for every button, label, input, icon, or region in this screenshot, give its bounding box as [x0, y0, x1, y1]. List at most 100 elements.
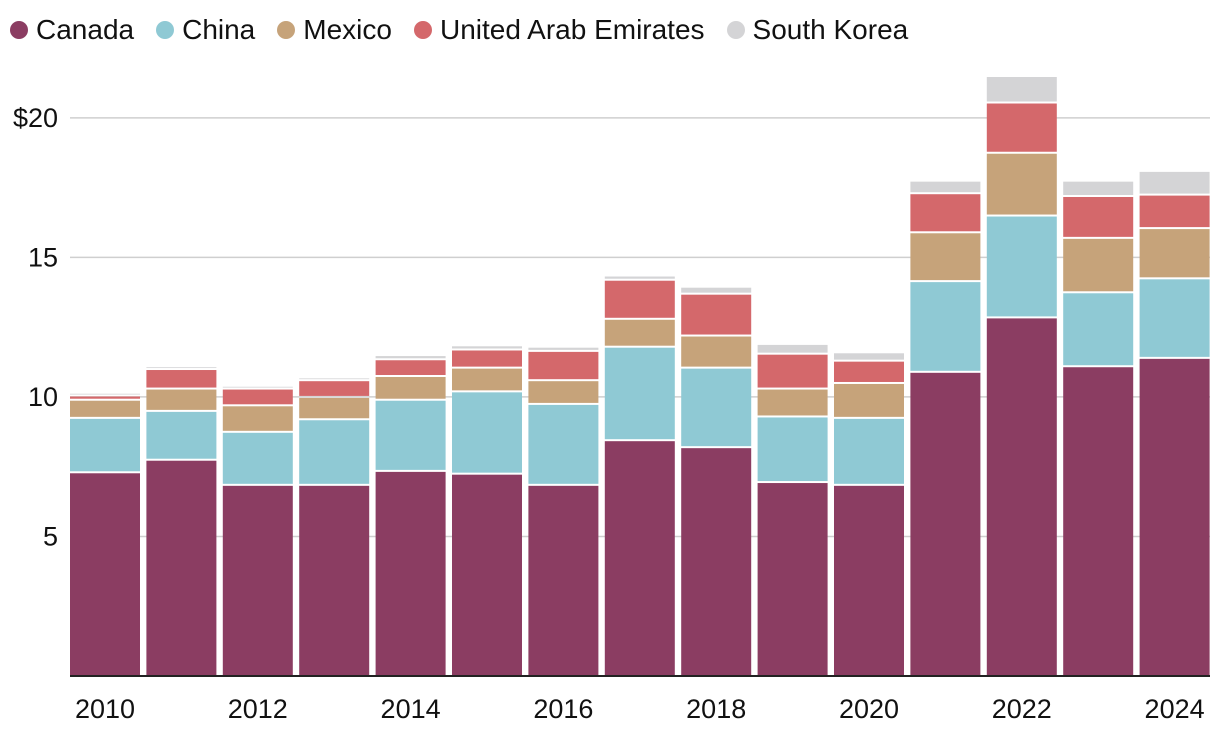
bar-2019-china	[757, 417, 828, 482]
bar-2017-united-arab-emirates	[604, 280, 675, 318]
bar-2022-canada	[986, 318, 1057, 675]
bar-2020-mexico	[834, 383, 904, 417]
bar-2014-canada	[375, 471, 446, 675]
bar-2011-united-arab-emirates	[146, 370, 217, 388]
bar-2012-united-arab-emirates	[222, 389, 293, 405]
bar-2011-china	[146, 411, 217, 459]
bar-2019-mexico	[757, 389, 828, 416]
x-axis-ticks: 2010 2012 2014 2016 2018 2020 2022 2024	[75, 694, 1205, 724]
bar-2020-united-arab-emirates	[834, 361, 904, 382]
bar-2015-united-arab-emirates	[452, 350, 522, 367]
bar-2022-mexico	[986, 153, 1057, 215]
x-tick-label: 2024	[1145, 694, 1205, 724]
bar-2014-mexico	[375, 377, 446, 399]
bar-2020-south-korea	[834, 353, 904, 360]
bar-2016-canada	[528, 485, 599, 675]
y-tick-label: 15	[28, 242, 58, 272]
legend-label: Mexico	[303, 14, 392, 45]
y-axis-ticks: 5 10 15 $20	[13, 103, 58, 552]
x-tick-label: 2020	[839, 694, 899, 724]
legend-swatch-mexico	[277, 21, 296, 39]
bar-2014-united-arab-emirates	[375, 360, 446, 375]
bar-2012-china	[222, 432, 293, 484]
bars	[70, 77, 1210, 675]
bar-2020-china	[834, 418, 904, 484]
bar-2018-canada	[681, 448, 752, 675]
bar-2018-china	[681, 368, 752, 447]
legend-swatch-china	[156, 21, 175, 39]
bar-2014-china	[375, 400, 446, 470]
legend-label: South Korea	[752, 14, 909, 45]
bar-2010-mexico	[70, 400, 140, 417]
bar-2013-canada	[299, 485, 370, 675]
bar-2015-china	[452, 392, 522, 473]
bar-2019-united-arab-emirates	[757, 354, 828, 388]
bar-2021-south-korea	[910, 181, 981, 193]
chart-legend: Canada China Mexico United Arab Emirates Sou…	[10, 14, 908, 46]
bar-2011-canada	[146, 460, 217, 675]
bar-2019-canada	[757, 483, 828, 675]
legend-label: Canada	[36, 14, 135, 45]
bar-2010-canada	[70, 473, 140, 675]
bar-2024-canada	[1139, 358, 1210, 675]
x-tick-label: 2016	[533, 694, 593, 724]
bar-2013-united-arab-emirates	[299, 381, 370, 396]
x-tick-label: 2022	[992, 694, 1052, 724]
bar-2015-canada	[452, 474, 522, 675]
bar-2024-south-korea	[1139, 171, 1210, 194]
bar-2011-mexico	[146, 389, 217, 410]
bar-2021-mexico	[910, 233, 981, 281]
bar-2010-china	[70, 418, 140, 472]
bar-2010-south-korea	[70, 393, 140, 395]
bar-2022-united-arab-emirates	[986, 103, 1057, 152]
bar-2012-canada	[222, 485, 293, 675]
bar-2023-china	[1063, 293, 1134, 366]
bar-2017-south-korea	[604, 276, 675, 279]
bar-2022-china	[986, 216, 1057, 317]
bar-2023-south-korea	[1063, 181, 1134, 195]
bar-2013-mexico	[299, 397, 370, 419]
y-tick-label: 10	[28, 382, 58, 412]
legend-item-south-korea: South Korea	[726, 14, 909, 46]
legend-label: China	[182, 14, 256, 45]
x-tick-label: 2014	[381, 694, 441, 724]
legend-swatch-united-arab-emirates	[413, 21, 432, 39]
legend-item-canada: Canada	[10, 14, 134, 46]
bar-2019-south-korea	[757, 344, 828, 353]
bar-2021-china	[910, 282, 981, 371]
legend-item-china: China	[156, 14, 255, 46]
bar-2024-china	[1139, 279, 1210, 357]
bar-2021-canada	[910, 372, 981, 675]
legend-swatch-canada	[10, 21, 28, 39]
bar-2023-canada	[1063, 367, 1134, 675]
bar-2014-south-korea	[375, 356, 446, 359]
bar-2012-south-korea	[222, 386, 293, 388]
x-tick-label: 2010	[75, 694, 135, 724]
bar-2022-south-korea	[986, 77, 1057, 102]
bar-2010-united-arab-emirates	[70, 396, 140, 399]
bar-2016-china	[528, 404, 599, 484]
legend-item-mexico: Mexico	[277, 14, 392, 46]
bar-2016-mexico	[528, 381, 599, 403]
y-tick-label: 5	[43, 521, 58, 551]
bar-2018-south-korea	[681, 287, 752, 293]
bar-2013-south-korea	[299, 378, 370, 380]
bar-2017-mexico	[604, 319, 675, 346]
bar-2015-south-korea	[452, 346, 522, 349]
bar-2013-china	[299, 420, 370, 484]
legend-swatch-south-korea	[726, 21, 745, 39]
legend-item-united-arab-emirates: United Arab Emirates	[413, 14, 705, 46]
bar-2016-south-korea	[528, 347, 599, 350]
bar-2016-united-arab-emirates	[528, 351, 599, 380]
bar-2024-mexico	[1139, 229, 1210, 278]
x-tick-label: 2018	[686, 694, 746, 724]
bar-2015-mexico	[452, 368, 522, 391]
bar-2024-united-arab-emirates	[1139, 195, 1210, 228]
bar-2018-mexico	[681, 336, 752, 367]
bar-2020-canada	[834, 485, 904, 675]
bar-2021-united-arab-emirates	[910, 194, 981, 232]
bar-2017-canada	[604, 441, 675, 675]
bar-2011-south-korea	[146, 367, 217, 369]
legend-label: United Arab Emirates	[439, 14, 705, 45]
